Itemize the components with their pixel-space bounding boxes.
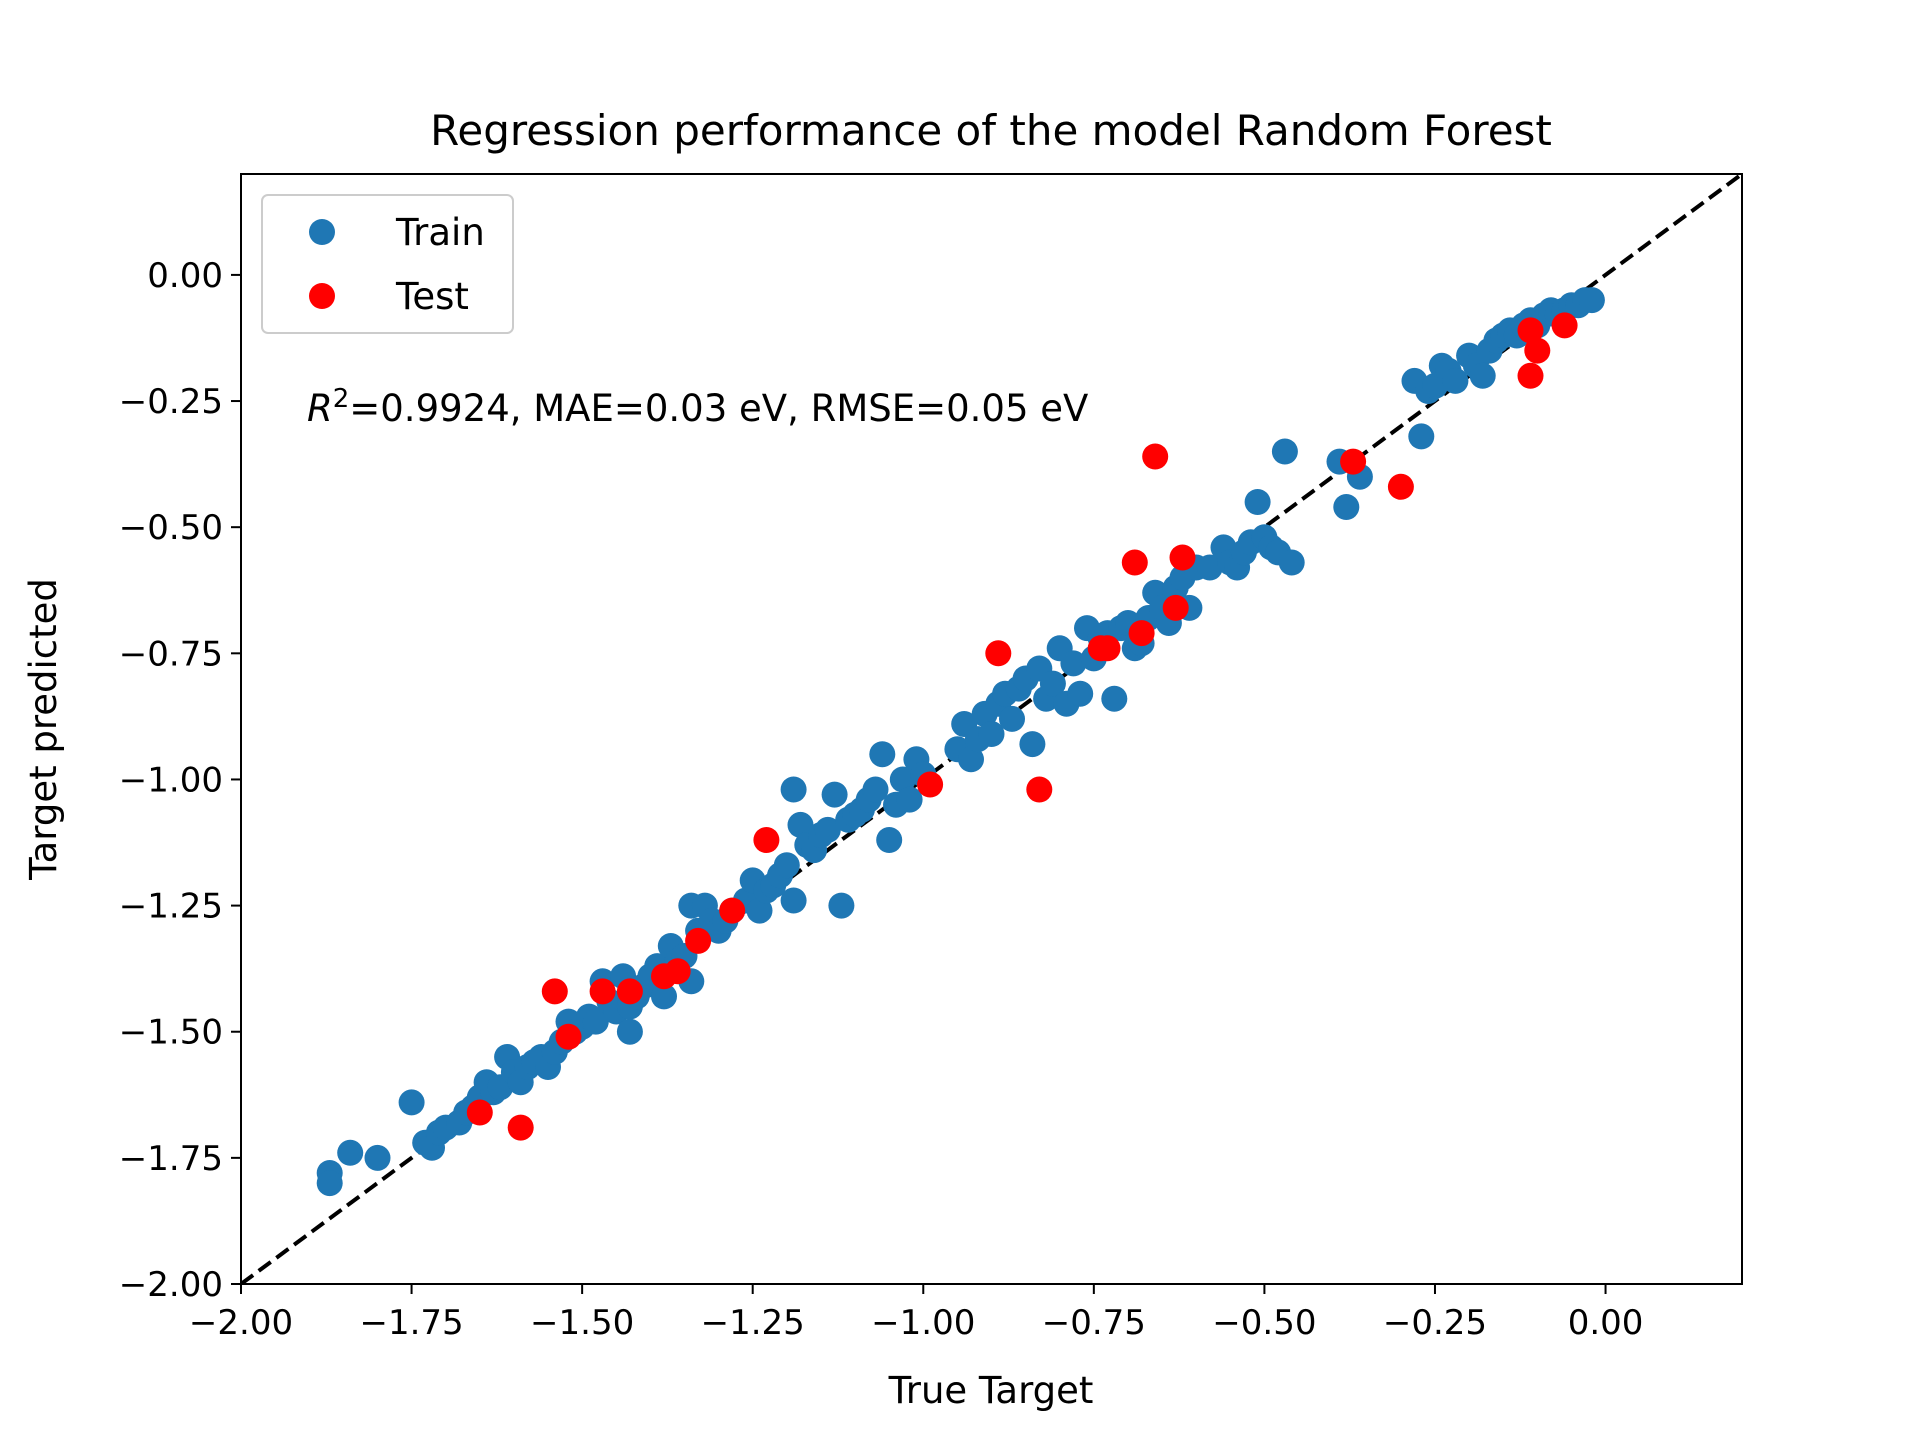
y-axis: −2.00 −1.75 −1.50 −1.25 −1.00 −0.75 −0.50 −0.25… (119, 256, 241, 1305)
y-tick-label: −0.75 (119, 634, 223, 674)
point-train (1442, 367, 1469, 394)
point-test (1121, 549, 1148, 576)
point-test (1169, 544, 1196, 571)
point-train (896, 786, 923, 813)
point-test (616, 978, 643, 1005)
point-train (780, 776, 807, 803)
point-train (364, 1144, 391, 1171)
point-train (862, 776, 889, 803)
point-test (1387, 473, 1414, 500)
point-test (917, 771, 944, 798)
x-tick-label: −1.25 (701, 1303, 805, 1343)
point-train (821, 781, 848, 808)
x-tick-label: −1.00 (871, 1303, 975, 1343)
point-test (1517, 317, 1544, 344)
x-tick-label: −0.75 (1042, 1303, 1146, 1343)
point-train (1408, 423, 1435, 450)
point-test (1524, 337, 1551, 364)
plot-frame (240, 173, 1743, 1285)
point-train (999, 705, 1025, 732)
x-axis-label: True Target (888, 1369, 1094, 1412)
point-test (1340, 448, 1367, 475)
point-test (589, 978, 616, 1005)
point-train (1278, 549, 1305, 576)
point-train (1333, 494, 1360, 520)
point-test (1551, 312, 1578, 339)
point-train (978, 721, 1005, 747)
point-train (398, 1089, 425, 1116)
plot-area (241, 174, 1742, 1284)
point-test (719, 897, 746, 924)
point-train (1578, 287, 1605, 314)
x-tick-label: −1.75 (359, 1303, 463, 1343)
point-test (466, 1099, 493, 1126)
point-train (787, 811, 814, 838)
x-tick-label: −0.50 (1212, 1303, 1316, 1343)
point-train (1039, 670, 1066, 697)
point-train (1196, 554, 1223, 581)
metrics-annotation: R2=0.9924, MAE=0.03 eV, RMSE=0.05 eV (307, 384, 1088, 430)
legend-marker-test (309, 283, 335, 309)
r2-symbol: R (307, 387, 333, 430)
point-train (1019, 731, 1046, 758)
point-test (685, 927, 712, 954)
point-train (1271, 438, 1298, 465)
y-tick-label: −1.00 (119, 760, 223, 800)
point-train (746, 897, 773, 924)
x-tick-label: 0.00 (1568, 1303, 1644, 1343)
point-train (1469, 362, 1496, 389)
point-test (507, 1114, 534, 1141)
y-tick-label: −0.50 (119, 508, 223, 548)
legend-label-test: Test (395, 275, 469, 318)
legend-label-train: Train (395, 211, 485, 254)
point-test (1517, 362, 1544, 389)
point-train (828, 892, 855, 919)
point-test (664, 958, 691, 985)
point-train (1067, 680, 1094, 707)
point-train (651, 983, 677, 1010)
y-tick-label: −1.50 (119, 1013, 223, 1053)
point-test (1142, 443, 1169, 470)
point-train (616, 1018, 643, 1045)
point-train (814, 816, 841, 843)
point-train (1101, 685, 1128, 712)
r2-superscript: 2 (333, 384, 350, 414)
point-test (541, 978, 568, 1005)
point-test (555, 1023, 582, 1050)
point-train (773, 852, 800, 879)
chart-title: Regression performance of the model Rand… (430, 106, 1552, 155)
y-axis-label: Target predicted (22, 578, 65, 881)
x-tick-label: −2.00 (189, 1303, 293, 1343)
point-test (1128, 620, 1155, 647)
x-axis: −2.00 −1.75 −1.50 −1.25 −1.00 −0.75 −0.50 −0.25… (189, 1284, 1643, 1343)
point-train (582, 1008, 609, 1035)
point-train (780, 887, 807, 914)
point-test (1094, 635, 1121, 662)
point-train (869, 741, 896, 768)
point-test (985, 640, 1012, 667)
point-train (876, 827, 903, 853)
y-tick-label: −2.00 (119, 1265, 223, 1305)
y-tick-label: −0.25 (119, 382, 223, 422)
point-test (1162, 594, 1189, 621)
legend: Train Test (261, 194, 514, 334)
y-tick-label: −1.75 (119, 1139, 223, 1179)
metrics-text: =0.9924, MAE=0.03 eV, RMSE=0.05 eV (349, 387, 1088, 430)
point-train (958, 746, 984, 773)
legend-marker-train (309, 219, 335, 245)
point-train (337, 1139, 364, 1166)
point-test (1026, 776, 1053, 803)
point-train (1060, 650, 1087, 677)
x-tick-label: −0.25 (1383, 1303, 1487, 1343)
y-tick-label: 0.00 (147, 256, 223, 296)
y-tick-label: −1.25 (119, 887, 223, 927)
point-train (1244, 489, 1271, 515)
point-train (316, 1170, 343, 1197)
point-train (889, 766, 916, 793)
x-tick-label: −1.50 (530, 1303, 634, 1343)
point-test (753, 827, 780, 853)
